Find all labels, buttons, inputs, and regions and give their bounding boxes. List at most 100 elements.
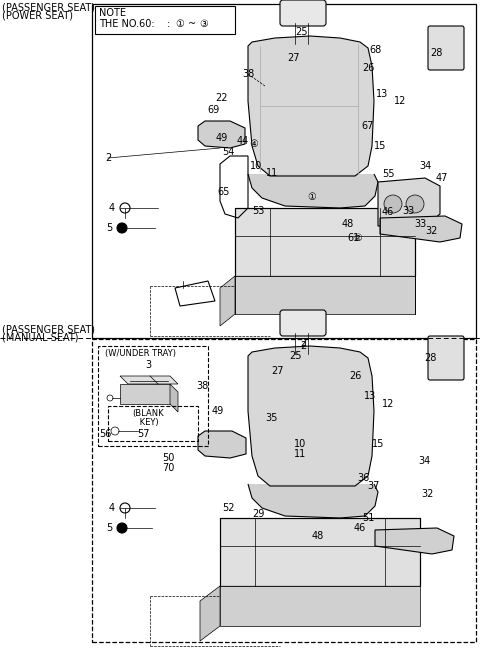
Bar <box>235 208 415 276</box>
Text: 55: 55 <box>382 169 394 179</box>
Text: 33: 33 <box>402 206 414 216</box>
Polygon shape <box>248 174 378 208</box>
Polygon shape <box>248 346 374 486</box>
Text: 5: 5 <box>106 223 112 233</box>
Text: 2: 2 <box>300 338 306 348</box>
Text: (BLANK: (BLANK <box>132 409 164 418</box>
Text: 26: 26 <box>362 63 374 73</box>
Polygon shape <box>200 586 220 641</box>
Text: 49: 49 <box>216 133 228 143</box>
Text: 44: 44 <box>237 136 249 146</box>
Polygon shape <box>170 384 178 412</box>
Text: 28: 28 <box>424 353 436 363</box>
Text: 65: 65 <box>218 187 230 197</box>
Text: 27: 27 <box>287 53 299 63</box>
Text: 25: 25 <box>296 27 308 37</box>
Text: 33: 33 <box>414 219 426 229</box>
FancyBboxPatch shape <box>280 0 326 26</box>
Bar <box>235 208 415 276</box>
Text: 67: 67 <box>362 121 374 131</box>
Bar <box>92 339 476 642</box>
Text: 12: 12 <box>382 399 394 409</box>
Text: ①: ① <box>308 192 316 202</box>
Text: 38: 38 <box>242 69 254 79</box>
Text: 48: 48 <box>312 531 324 541</box>
Polygon shape <box>380 216 462 242</box>
Text: 2: 2 <box>300 341 306 351</box>
Text: 50: 50 <box>162 453 174 463</box>
Text: THE NO.60:: THE NO.60: <box>99 19 155 29</box>
Text: 13: 13 <box>376 89 388 99</box>
Polygon shape <box>378 178 440 226</box>
Polygon shape <box>248 36 374 176</box>
Text: 68: 68 <box>369 45 381 55</box>
Circle shape <box>117 523 127 533</box>
Text: (PASSENGER SEAT): (PASSENGER SEAT) <box>2 2 95 12</box>
Polygon shape <box>120 384 170 404</box>
Bar <box>220 518 420 586</box>
Bar <box>92 4 476 338</box>
Polygon shape <box>220 276 235 326</box>
Text: 49: 49 <box>212 406 224 416</box>
Text: 34: 34 <box>419 161 431 171</box>
Text: 5: 5 <box>106 523 112 533</box>
Text: ~: ~ <box>188 19 196 29</box>
Text: 52: 52 <box>222 503 234 513</box>
Text: 32: 32 <box>426 226 438 236</box>
Text: 38: 38 <box>196 381 208 391</box>
Text: 54: 54 <box>222 147 234 157</box>
Text: 47: 47 <box>436 173 448 183</box>
Text: 34: 34 <box>418 456 430 466</box>
Text: 12: 12 <box>394 96 406 106</box>
FancyBboxPatch shape <box>428 336 464 380</box>
Polygon shape <box>198 431 246 458</box>
Text: 28: 28 <box>430 48 442 58</box>
Text: 51: 51 <box>362 513 374 523</box>
Text: ④: ④ <box>250 139 258 149</box>
Polygon shape <box>248 484 378 518</box>
Text: 15: 15 <box>372 439 384 449</box>
Text: 56: 56 <box>99 429 111 439</box>
FancyBboxPatch shape <box>428 26 464 70</box>
Text: 11: 11 <box>294 449 306 459</box>
Text: 46: 46 <box>354 523 366 533</box>
Bar <box>95 6 235 34</box>
Text: 22: 22 <box>216 93 228 103</box>
Text: (W/UNDER TRAY): (W/UNDER TRAY) <box>105 349 176 358</box>
Polygon shape <box>235 276 415 314</box>
Bar <box>220 518 420 586</box>
Text: 36: 36 <box>357 473 369 483</box>
Text: 53: 53 <box>252 206 264 216</box>
Polygon shape <box>198 121 245 148</box>
Text: 2: 2 <box>105 153 111 163</box>
Text: ②: ② <box>354 233 362 243</box>
Text: 11: 11 <box>266 168 278 178</box>
Text: 10: 10 <box>250 161 262 171</box>
Text: 3: 3 <box>145 360 151 370</box>
Text: 10: 10 <box>294 439 306 449</box>
Text: 37: 37 <box>368 481 380 491</box>
Text: ①: ① <box>176 19 184 29</box>
Bar <box>98 346 208 446</box>
FancyBboxPatch shape <box>280 310 326 336</box>
Text: 46: 46 <box>382 207 394 217</box>
Polygon shape <box>120 376 178 384</box>
Text: 4: 4 <box>109 203 115 213</box>
Text: 29: 29 <box>252 509 264 519</box>
Text: 48: 48 <box>342 219 354 229</box>
Text: ③: ③ <box>200 19 208 29</box>
Text: 61: 61 <box>347 233 359 243</box>
Polygon shape <box>375 528 454 554</box>
Circle shape <box>406 195 424 213</box>
Text: 26: 26 <box>349 371 361 381</box>
Text: 4: 4 <box>109 503 115 513</box>
Text: (POWER SEAT): (POWER SEAT) <box>2 11 73 21</box>
Text: 32: 32 <box>422 489 434 499</box>
Polygon shape <box>220 586 420 626</box>
Text: 13: 13 <box>364 391 376 401</box>
Text: 70: 70 <box>162 463 174 473</box>
Text: (PASSENGER SEAT): (PASSENGER SEAT) <box>2 324 95 334</box>
Text: :: : <box>167 19 170 29</box>
Circle shape <box>117 223 127 233</box>
Circle shape <box>384 195 402 213</box>
